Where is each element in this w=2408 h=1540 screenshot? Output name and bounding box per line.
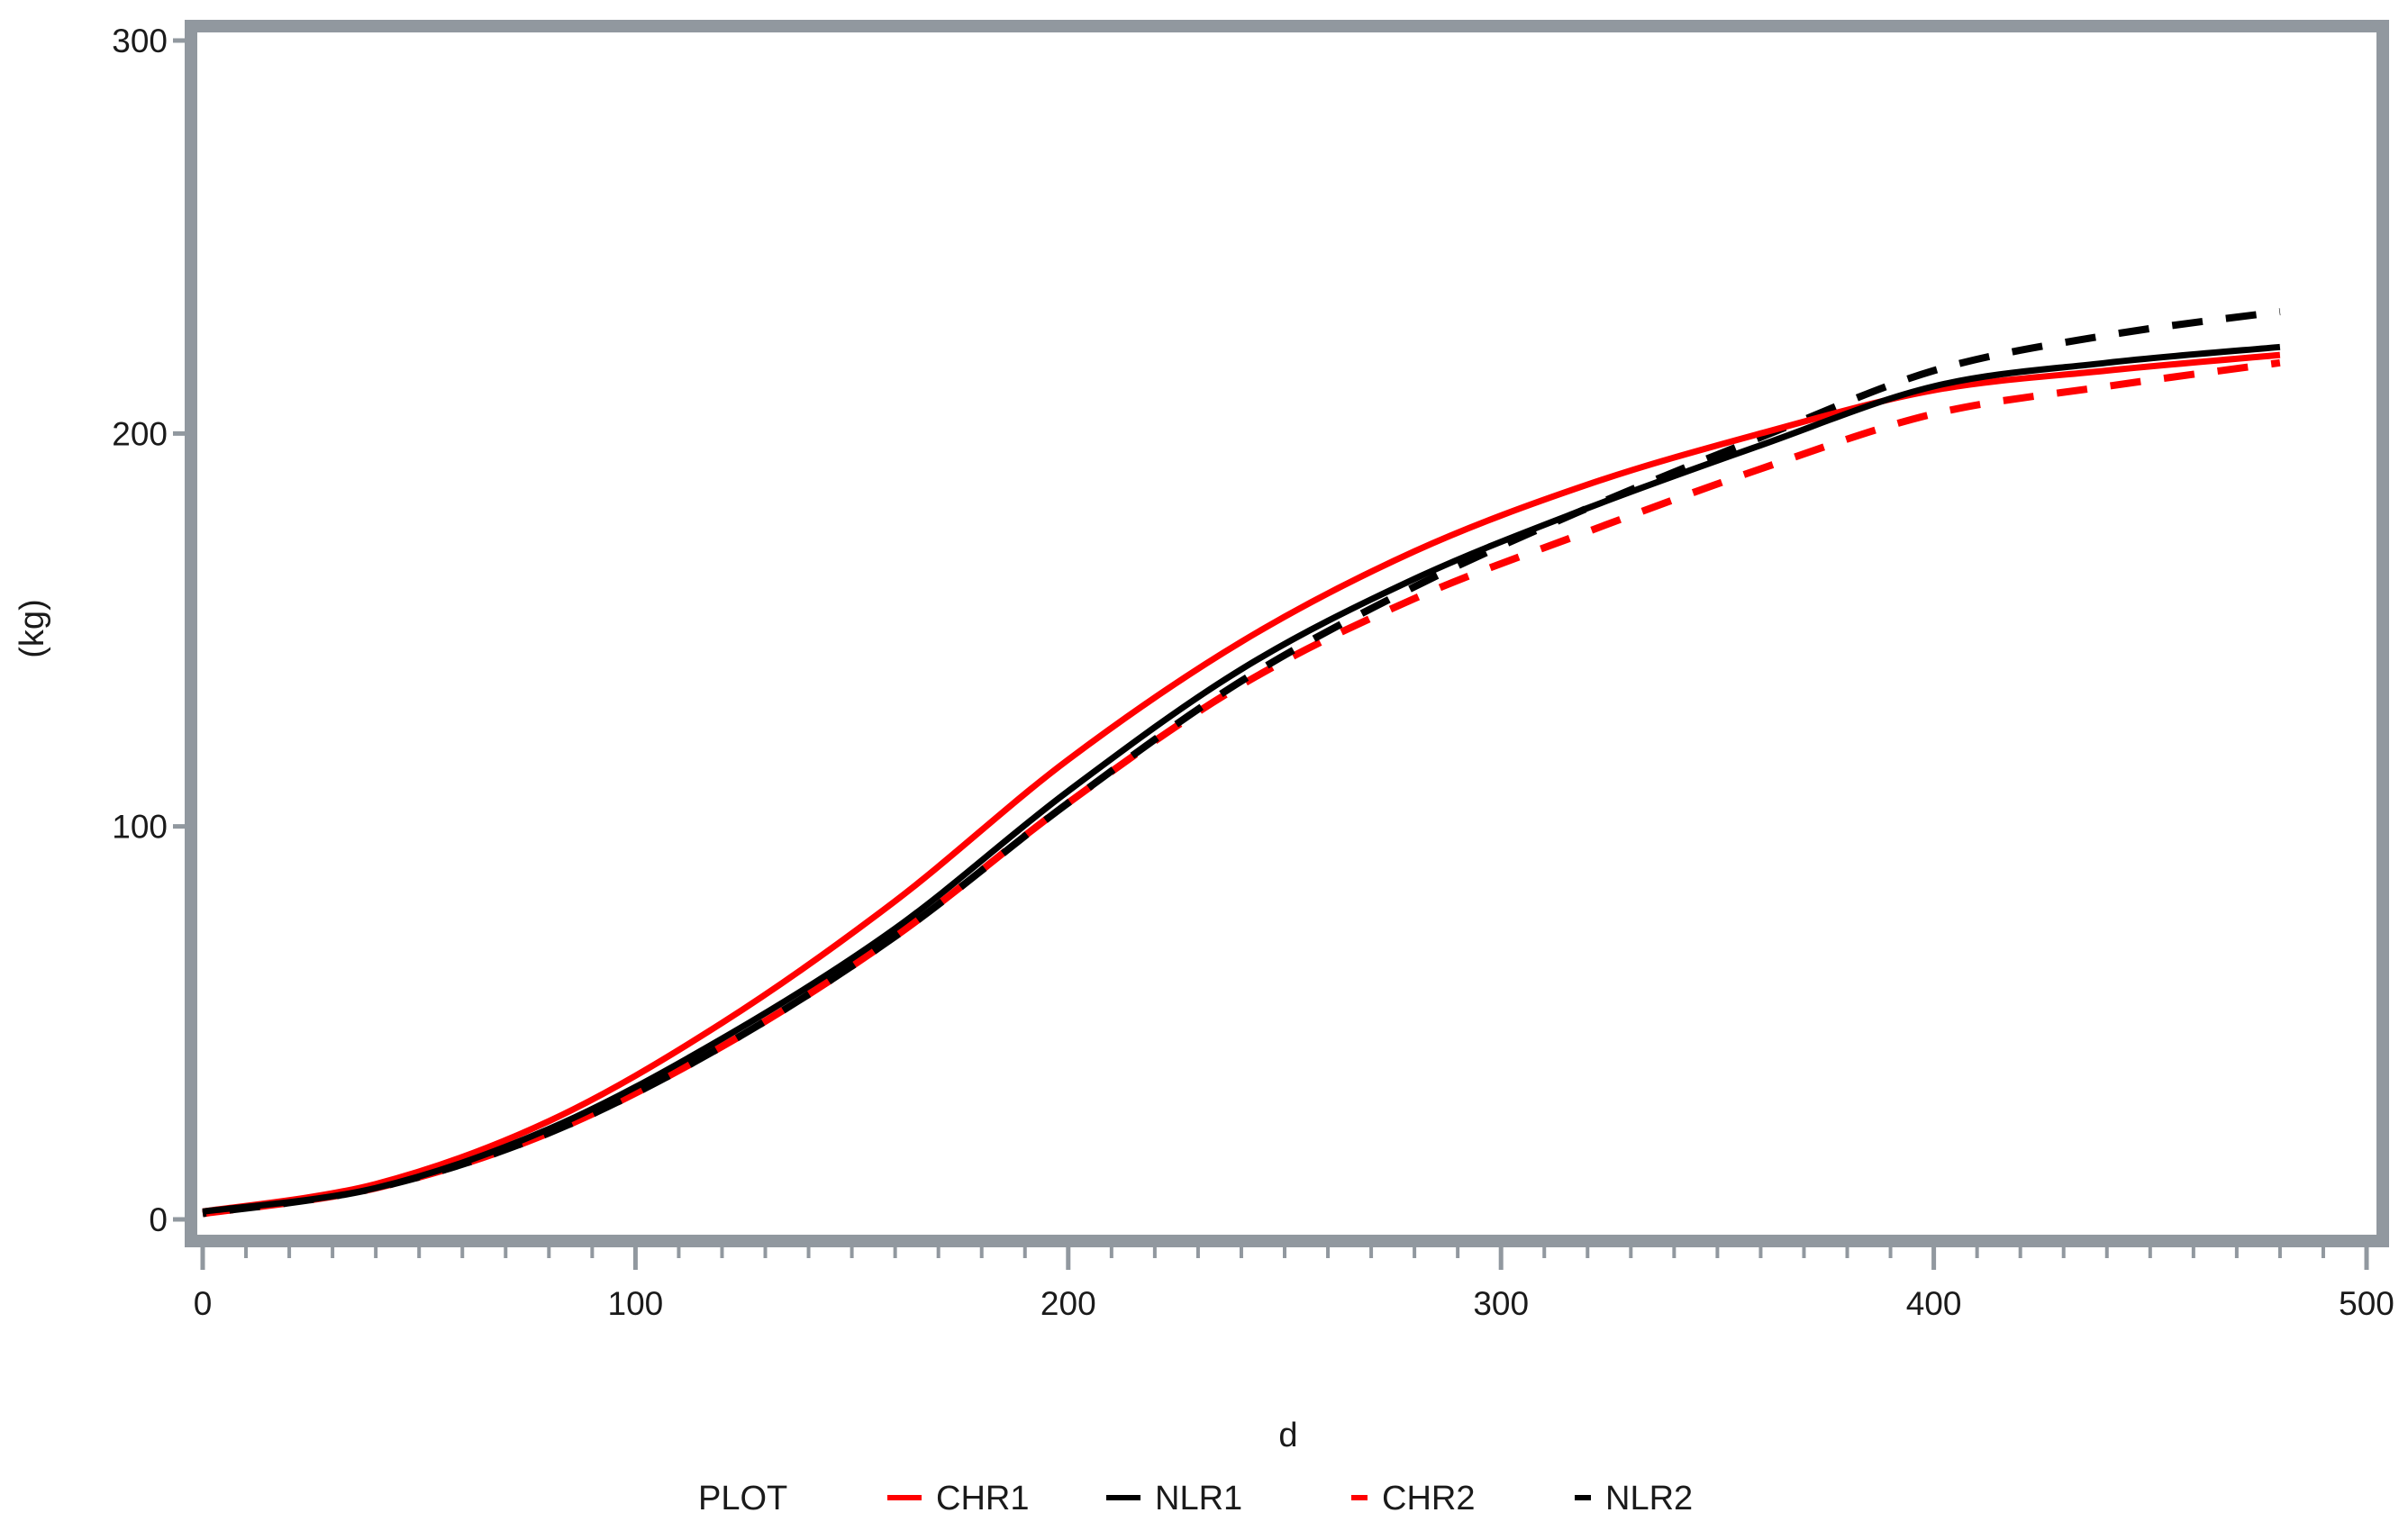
legend-label-chr1: CHR1 bbox=[936, 1480, 1029, 1517]
series-line-nlr1 bbox=[202, 343, 2281, 1215]
legend-title: PLOT bbox=[698, 1480, 787, 1517]
x-axis-title: d bbox=[1278, 1417, 1297, 1454]
x-axis-tick-label: 200 bbox=[1040, 1285, 1096, 1322]
x-axis-tick-label: 300 bbox=[1473, 1285, 1529, 1322]
legend-label-nlr1: NLR1 bbox=[1155, 1480, 1242, 1517]
y-axis-tick-label: 100 bbox=[112, 809, 168, 846]
plot-area-border bbox=[185, 20, 2389, 1247]
x-axis-tick-label: 500 bbox=[2339, 1285, 2394, 1322]
legend-label-chr2: CHR2 bbox=[1382, 1480, 1475, 1517]
y-axis-tick-label: 300 bbox=[112, 23, 168, 59]
y-axis-tick-label: 0 bbox=[149, 1201, 168, 1238]
y-axis-title: (kg) bbox=[14, 599, 51, 657]
y-axis-tick-label: 200 bbox=[112, 415, 168, 452]
legend-label-nlr2: NLR2 bbox=[1605, 1480, 1693, 1517]
x-axis-tick-label: 400 bbox=[1906, 1285, 1962, 1322]
series-line-nlr2 bbox=[202, 308, 2281, 1218]
series-line-chr2 bbox=[202, 358, 2281, 1218]
x-axis-tick-label: 0 bbox=[194, 1285, 213, 1322]
x-axis-tick-label: 100 bbox=[608, 1285, 664, 1322]
